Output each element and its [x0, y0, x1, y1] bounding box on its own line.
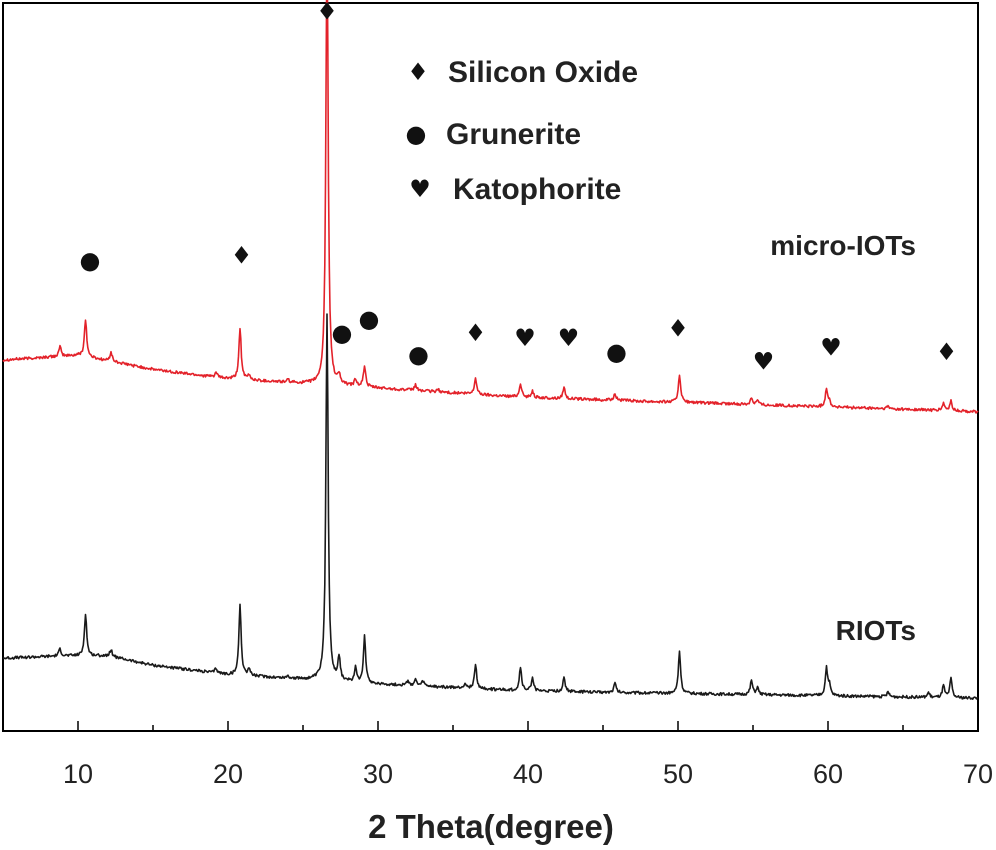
legend-grunerite-label: Grunerite: [446, 118, 581, 151]
x-tick-label-50: 50: [663, 759, 693, 789]
x-tick-label-60: 60: [813, 759, 843, 789]
x-axis-tick-labels: 10 20 30 40 50 60 70: [63, 759, 993, 789]
x-axis-ticks: [2, 721, 979, 731]
katophorite-marker: ♥: [753, 347, 775, 375]
series-label-micro-iots: micro-IOTs: [770, 230, 916, 261]
katophorite-marker: ♥: [820, 333, 842, 361]
x-tick-label-30: 30: [363, 759, 393, 789]
katophorite-marker: ♥: [558, 324, 580, 352]
silicon-marker: ♦: [667, 314, 689, 342]
silicon-marker: ♦: [316, 0, 338, 25]
grunerite-marker: ●: [606, 338, 627, 366]
x-tick-label-20: 20: [213, 759, 243, 789]
peak-markers: ● ♦♦●●●♦ ♥ ♥●♦♥♥ ♦: [80, 0, 958, 375]
series-label-riots: RIOTs: [836, 615, 916, 646]
x-tick-label-40: 40: [513, 759, 543, 789]
legend-grunerite-symbol: ●: [406, 120, 427, 148]
grunerite-marker: ●: [332, 319, 353, 347]
grunerite-marker: ●: [80, 246, 101, 274]
legend-silicon-symbol: ♦: [407, 58, 429, 86]
silicon-marker: ♦: [465, 319, 487, 347]
legend-katophorite-symbol: ♥: [409, 175, 431, 203]
series-lines: [2, 0, 979, 700]
legend-katophorite-label: Katophorite: [453, 173, 621, 206]
katophorite-marker: ♥: [514, 324, 536, 352]
x-axis-title: 2 Theta(degree): [368, 808, 614, 845]
legend-silicon-label: Silicon Oxide: [448, 56, 638, 89]
legend: ♦ Silicon Oxide ● Grunerite ♥ Katophorite: [406, 56, 639, 206]
silicon-marker: ♦: [936, 338, 958, 366]
silicon-marker: ♦: [231, 242, 253, 270]
plot-frame: [2, 2, 979, 732]
grunerite-marker: ●: [408, 340, 429, 368]
series-line-riots: [2, 313, 979, 700]
series-line-micro-iots: [2, 0, 979, 414]
grunerite-marker: ●: [359, 305, 380, 333]
x-tick-label-70: 70: [963, 759, 993, 789]
x-tick-label-10: 10: [63, 759, 93, 789]
